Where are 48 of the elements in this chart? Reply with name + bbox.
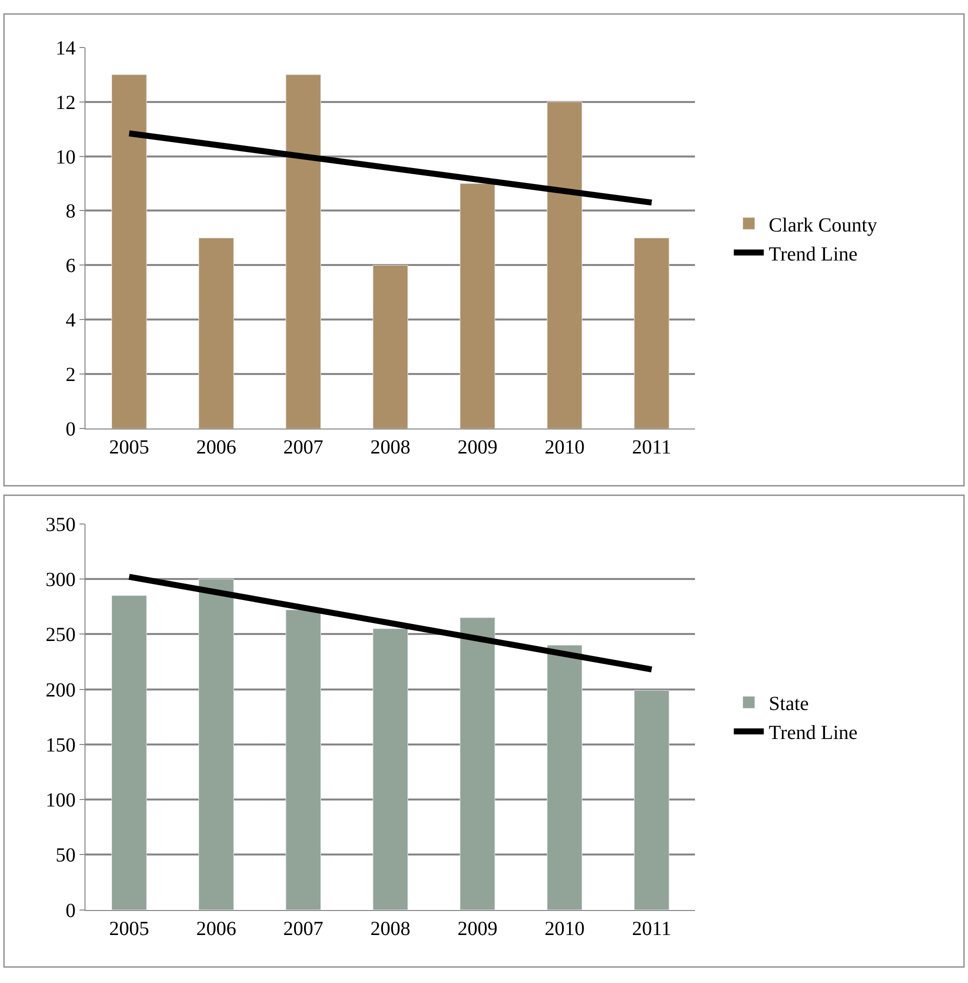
y-tick-label: 14 [56,37,76,60]
x-tick-label: 2011 [632,436,672,459]
bar [634,238,670,429]
y-tick-label: 350 [46,514,76,536]
bar [372,628,408,910]
y-tick-label: 2 [66,364,76,386]
y-tick-label: 250 [46,624,76,646]
bar [286,610,321,910]
bar [286,74,321,429]
y-tick-label: 300 [46,568,76,591]
bar [546,644,582,910]
y-tick-label: 0 [66,418,76,441]
y-tick-label: 4 [66,310,76,332]
bar [198,238,234,429]
bar [546,102,582,429]
bar [372,264,408,429]
legend-label: Trend Line [768,243,858,266]
bar [198,578,234,910]
bar [460,617,496,910]
y-tick-label: 12 [56,92,76,114]
legend-label: Clark County [768,214,878,236]
x-tick-label: 2010 [544,436,585,459]
x-tick-label: 2011 [632,918,672,940]
x-tick-label: 2010 [544,918,585,940]
x-tick-label: 2005 [109,436,150,459]
y-tick-label: 150 [46,734,76,756]
bar [460,183,496,429]
x-tick-label: 2005 [109,918,150,940]
y-tick-label: 0 [66,900,76,922]
x-tick-label: 2008 [370,918,410,940]
y-tick-label: 8 [66,200,76,223]
legend-label: State [768,693,809,716]
y-tick-label: 10 [56,146,76,168]
x-tick-label: 2007 [283,918,324,940]
x-tick-label: 2006 [196,918,236,940]
y-tick-label: 6 [66,255,76,278]
bar [111,595,147,910]
x-tick-label: 2009 [457,436,498,459]
x-tick-label: 2009 [457,918,498,940]
y-tick-label: 100 [46,790,76,812]
y-tick-label: 200 [46,679,76,702]
bar [111,74,147,429]
x-tick-label: 2007 [283,436,324,459]
bar [634,690,670,910]
legend-label: Trend Line [768,722,858,744]
x-tick-label: 2008 [370,436,410,459]
x-tick-label: 2006 [196,436,236,459]
y-tick-label: 50 [56,844,76,867]
